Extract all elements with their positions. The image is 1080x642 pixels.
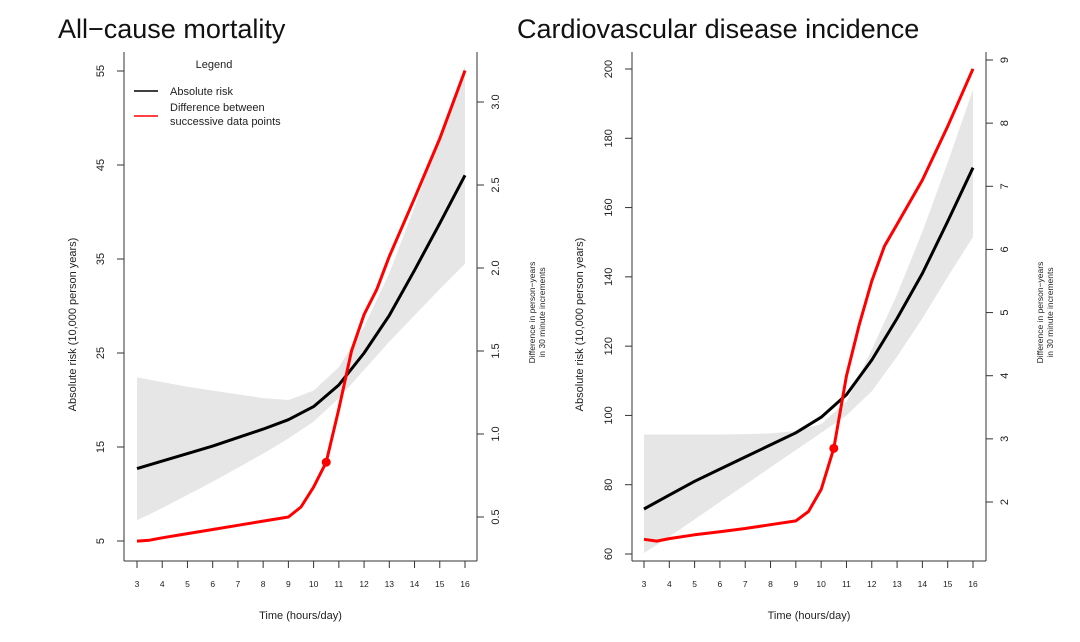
difference-line [136,69,467,543]
left-y-tick-label: 5 [95,538,107,544]
x-tick-label: 11 [842,579,851,589]
x-tick-label: 12 [867,579,877,589]
left-y-tick-label: 200 [603,60,615,78]
chart-all-cause-mortality: All−cause mortality515253545550.51.01.52… [58,14,547,622]
difference-line [643,68,975,543]
difference-marker-point [829,443,839,453]
right-y-axis-label-line2: in 30 minute increments [537,267,547,357]
x-tick-label: 3 [135,579,140,589]
x-tick-label: 8 [768,579,773,589]
confidence-band [644,89,973,554]
right-y-tick-label: 0.5 [490,509,502,524]
right-y-tick-label: 2.5 [490,177,502,192]
x-tick-label: 5 [185,579,190,589]
x-tick-label: 14 [918,579,928,589]
x-tick-label: 15 [435,579,445,589]
right-y-tick-label: 8 [999,120,1011,126]
chart-title: All−cause mortality [58,14,286,44]
left-y-axis-label: Absolute risk (10,000 person years) [574,238,586,412]
x-tick-label: 10 [816,579,826,589]
right-y-tick-label: 1.5 [490,343,502,358]
right-y-tick-label: 2 [999,499,1011,505]
chart-title: Cardiovascular disease incidence [517,14,919,44]
right-y-tick-label: 6 [999,246,1011,252]
x-tick-label: 4 [160,579,165,589]
right-y-tick-label: 2.0 [490,260,502,275]
legend-label-difference-line1: Difference between [170,102,265,114]
x-tick-label: 9 [793,579,798,589]
x-axis-label: Time (hours/day) [768,610,851,622]
x-tick-label: 4 [667,579,672,589]
left-y-tick-label: 100 [603,406,615,424]
left-y-tick-label: 45 [95,159,107,171]
left-y-tick-label: 35 [95,253,107,265]
x-tick-label: 7 [236,579,241,589]
right-y-axis-label-line2: in 30 minute increments [1045,267,1055,357]
x-tick-label: 11 [334,579,343,589]
left-y-tick-label: 180 [603,129,615,147]
x-tick-label: 7 [743,579,748,589]
x-tick-label: 12 [359,579,369,589]
legend: Legend Absolute risk Difference between suc… [134,59,281,128]
x-tick-label: 3 [642,579,647,589]
x-tick-label: 6 [718,579,723,589]
x-tick-label: 9 [286,579,291,589]
right-y-tick-label: 5 [999,310,1011,316]
left-y-tick-label: 25 [95,347,107,359]
right-y-tick-label: 4 [999,373,1011,379]
absolute-risk-line [643,167,975,511]
x-tick-label: 13 [385,579,395,589]
x-tick-label: 14 [410,579,420,589]
chart-cardiovascular-disease-incidence: Cardiovascular disease incidence 60 80 100 1… [517,14,1055,622]
x-tick-label: 13 [892,579,902,589]
confidence-band [137,66,465,521]
difference-marker-point [321,457,331,467]
right-y-axis-label-line1: Difference in person−years [527,262,537,364]
x-tick-label: 5 [692,579,697,589]
legend-label-difference-line2: successive data points [170,116,281,128]
x-tick-label: 15 [943,579,953,589]
x-tick-label: 16 [968,579,978,589]
right-y-tick-label: 1.0 [490,426,502,441]
legend-label-absolute-risk: Absolute risk [170,86,233,98]
legend-title: Legend [196,59,233,71]
left-y-tick-label: 15 [95,441,107,453]
left-y-tick-label: 120 [603,337,615,355]
x-tick-label: 6 [210,579,215,589]
right-y-tick-label: 3.0 [490,94,502,109]
left-y-tick-label: 80 [603,479,615,491]
x-axis-label: Time (hours/day) [259,610,342,622]
absolute-risk-line [136,174,467,471]
right-y-axis-label-line1: Difference in person−years [1035,262,1045,364]
left-y-axis-label: Absolute risk (10,000 person years) [67,238,79,412]
left-y-tick-label: 160 [603,198,615,216]
left-y-tick-label: 55 [95,65,107,77]
right-y-tick-label: 9 [999,57,1011,63]
right-y-tick-label: 7 [999,183,1011,189]
x-tick-label: 10 [309,579,319,589]
x-tick-label: 8 [261,579,266,589]
left-y-tick-label: 140 [603,268,615,286]
x-tick-label: 16 [460,579,470,589]
left-y-tick-label: 60 [603,548,615,560]
right-y-tick-label: 3 [999,436,1011,442]
